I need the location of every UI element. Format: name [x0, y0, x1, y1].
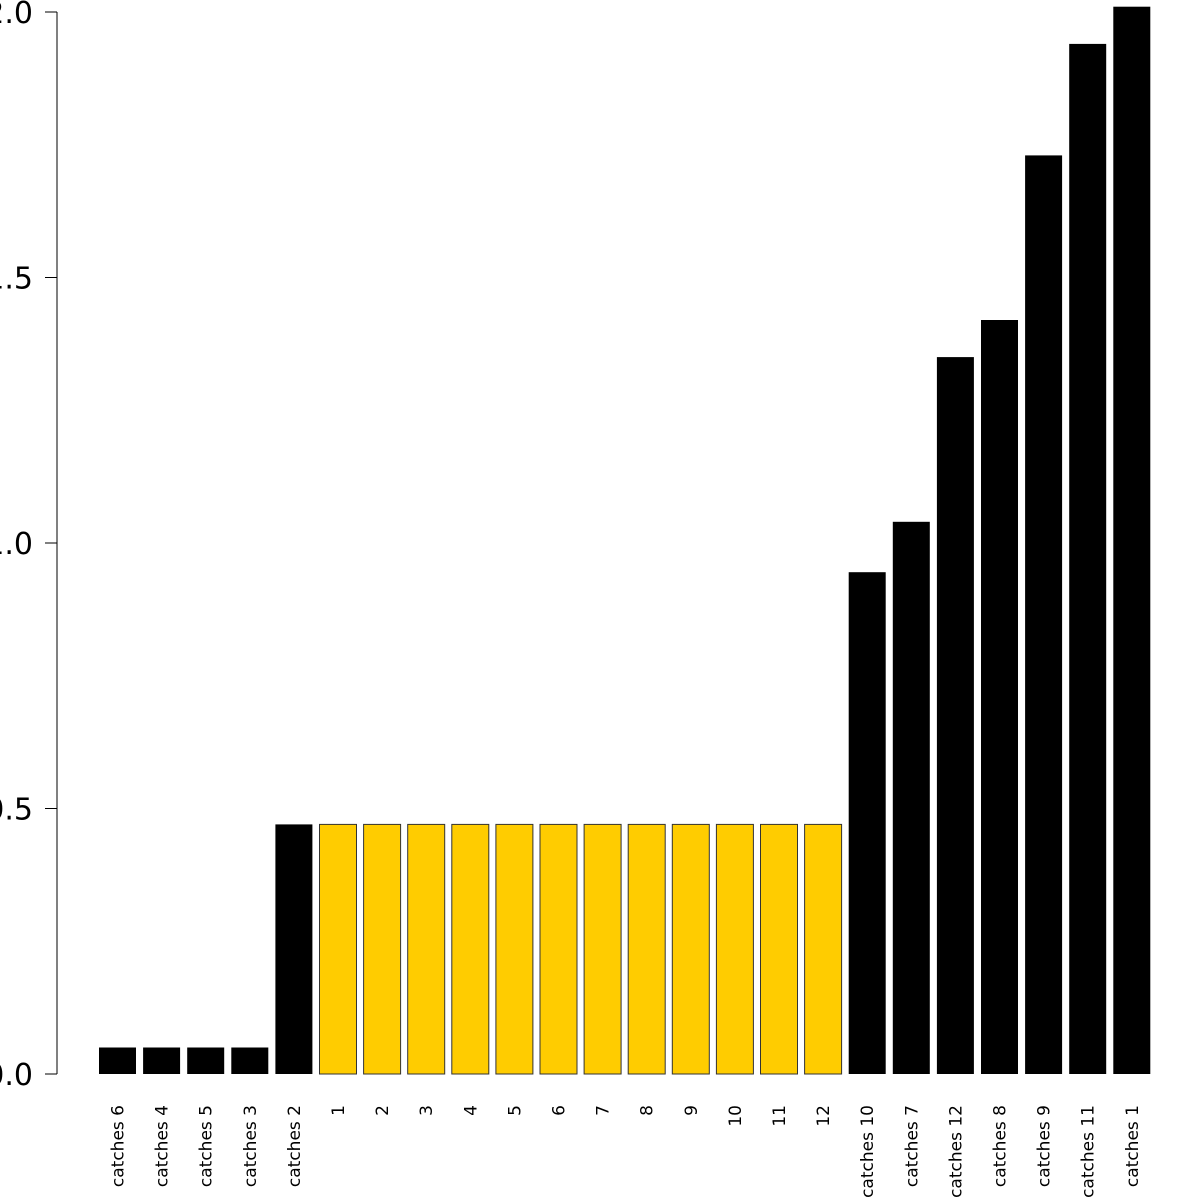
bar-3 — [407, 823, 446, 1075]
x-tick-label: 3 — [417, 1105, 437, 1116]
bar-6 — [539, 823, 578, 1075]
x-tick-label: catches 5 — [197, 1105, 217, 1187]
y-tick-label: 0.5 — [0, 793, 33, 828]
bar-8 — [627, 823, 666, 1075]
x-tick-label: catches 3 — [241, 1105, 261, 1187]
bar-7 — [583, 823, 622, 1075]
bars — [99, 6, 1151, 1075]
bar-catches-6 — [99, 1047, 136, 1074]
bar-catches-2 — [275, 824, 313, 1074]
x-tick-label: 6 — [550, 1105, 570, 1116]
bar-catches-5 — [187, 1047, 225, 1074]
x-tick-label: 11 — [770, 1105, 790, 1127]
x-tick-label: catches 12 — [946, 1105, 966, 1198]
bar-catches-8 — [981, 320, 1018, 1074]
x-tick-label: catches 1 — [1123, 1105, 1143, 1187]
bar-catches-3 — [231, 1047, 269, 1074]
y-axis: 0.0 0.5 1.0 1.5 2.0 — [0, 0, 58, 1093]
x-tick-label: catches 11 — [1079, 1105, 1099, 1198]
y-tick-label: 1.5 — [0, 262, 33, 297]
x-tick-label: catches 8 — [991, 1105, 1011, 1187]
bar-catches-4 — [143, 1047, 181, 1074]
bar-5 — [495, 823, 534, 1075]
bar-catches-9 — [1025, 155, 1063, 1074]
y-tick-label: 2.0 — [0, 0, 33, 31]
bar-catches-10 — [848, 572, 886, 1074]
bar-12 — [804, 823, 843, 1075]
bar-catches-12 — [936, 357, 974, 1075]
y-tick-label: 0.0 — [0, 1058, 33, 1093]
x-tick-label: catches 10 — [858, 1105, 878, 1198]
x-tick-label: catches 7 — [902, 1105, 922, 1187]
x-tick-label: catches 4 — [153, 1105, 173, 1187]
x-tick-label: 10 — [726, 1105, 746, 1127]
x-tick-label: 12 — [814, 1105, 834, 1127]
x-tick-label: catches 9 — [1035, 1105, 1055, 1187]
x-tick-label: 4 — [461, 1105, 481, 1116]
x-tick-label: 8 — [638, 1105, 658, 1116]
x-tick-label: 2 — [373, 1105, 393, 1116]
bar-catches-11 — [1069, 43, 1107, 1074]
bar-catches-1 — [1113, 6, 1151, 1075]
y-tick-label: 1.0 — [0, 527, 33, 562]
bar-catches-7 — [892, 521, 930, 1074]
x-tick-label: catches 6 — [109, 1105, 129, 1187]
x-tick-label: 7 — [594, 1105, 614, 1116]
x-tick-label: 1 — [329, 1105, 349, 1116]
x-tick-labels: catches 6 catches 4 catches 5 catches 3 catc… — [109, 1105, 1143, 1198]
x-tick-label: 9 — [682, 1105, 702, 1116]
bar-1 — [319, 823, 357, 1075]
bar-10 — [715, 823, 754, 1075]
bar-9 — [671, 823, 710, 1075]
bar-4 — [451, 823, 490, 1075]
bar-2 — [363, 823, 402, 1075]
bar-11 — [760, 823, 798, 1075]
x-tick-label: catches 2 — [285, 1105, 305, 1187]
x-tick-label: 5 — [505, 1105, 525, 1116]
